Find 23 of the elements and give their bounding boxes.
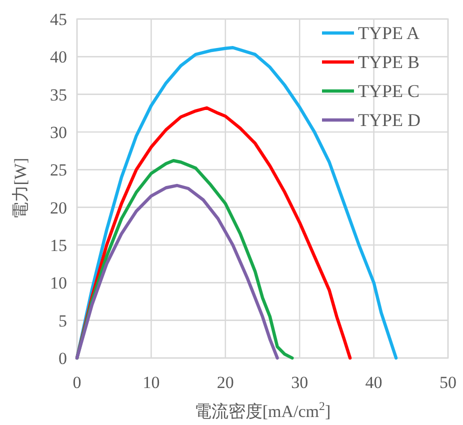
y-tick-label: 15 xyxy=(50,236,67,255)
y-tick-label: 45 xyxy=(50,10,67,29)
y-tick-label: 20 xyxy=(50,198,67,218)
y-tick-label: 25 xyxy=(50,160,67,180)
x-tick-label: 30 xyxy=(291,373,308,392)
legend-label: TYPE A xyxy=(358,23,420,43)
x-axis-title: 電流密度[mA/cm$^{2}$] xyxy=(194,399,331,421)
y-tick-label: 35 xyxy=(50,85,67,104)
legend-label: TYPE D xyxy=(358,110,420,130)
y-tick-label: 10 xyxy=(50,274,67,293)
y-tick-label: 5 xyxy=(58,311,67,330)
x-tick-label: 0 xyxy=(72,373,82,392)
y-axis-title: 電力[W] xyxy=(11,158,30,220)
line-series xyxy=(75,184,279,360)
legend-label: TYPE B xyxy=(358,52,420,72)
legend-label: TYPE C xyxy=(358,81,420,101)
y-tick-label: 0 xyxy=(58,349,67,368)
y-tick-label: 30 xyxy=(50,123,67,142)
y-tick-label: 40 xyxy=(50,48,67,67)
x-tick-label: 40 xyxy=(365,373,382,392)
x-tick-label: 10 xyxy=(142,373,160,392)
x-tick-label: 20 xyxy=(216,373,234,392)
x-tick-label: 50 xyxy=(440,373,456,392)
